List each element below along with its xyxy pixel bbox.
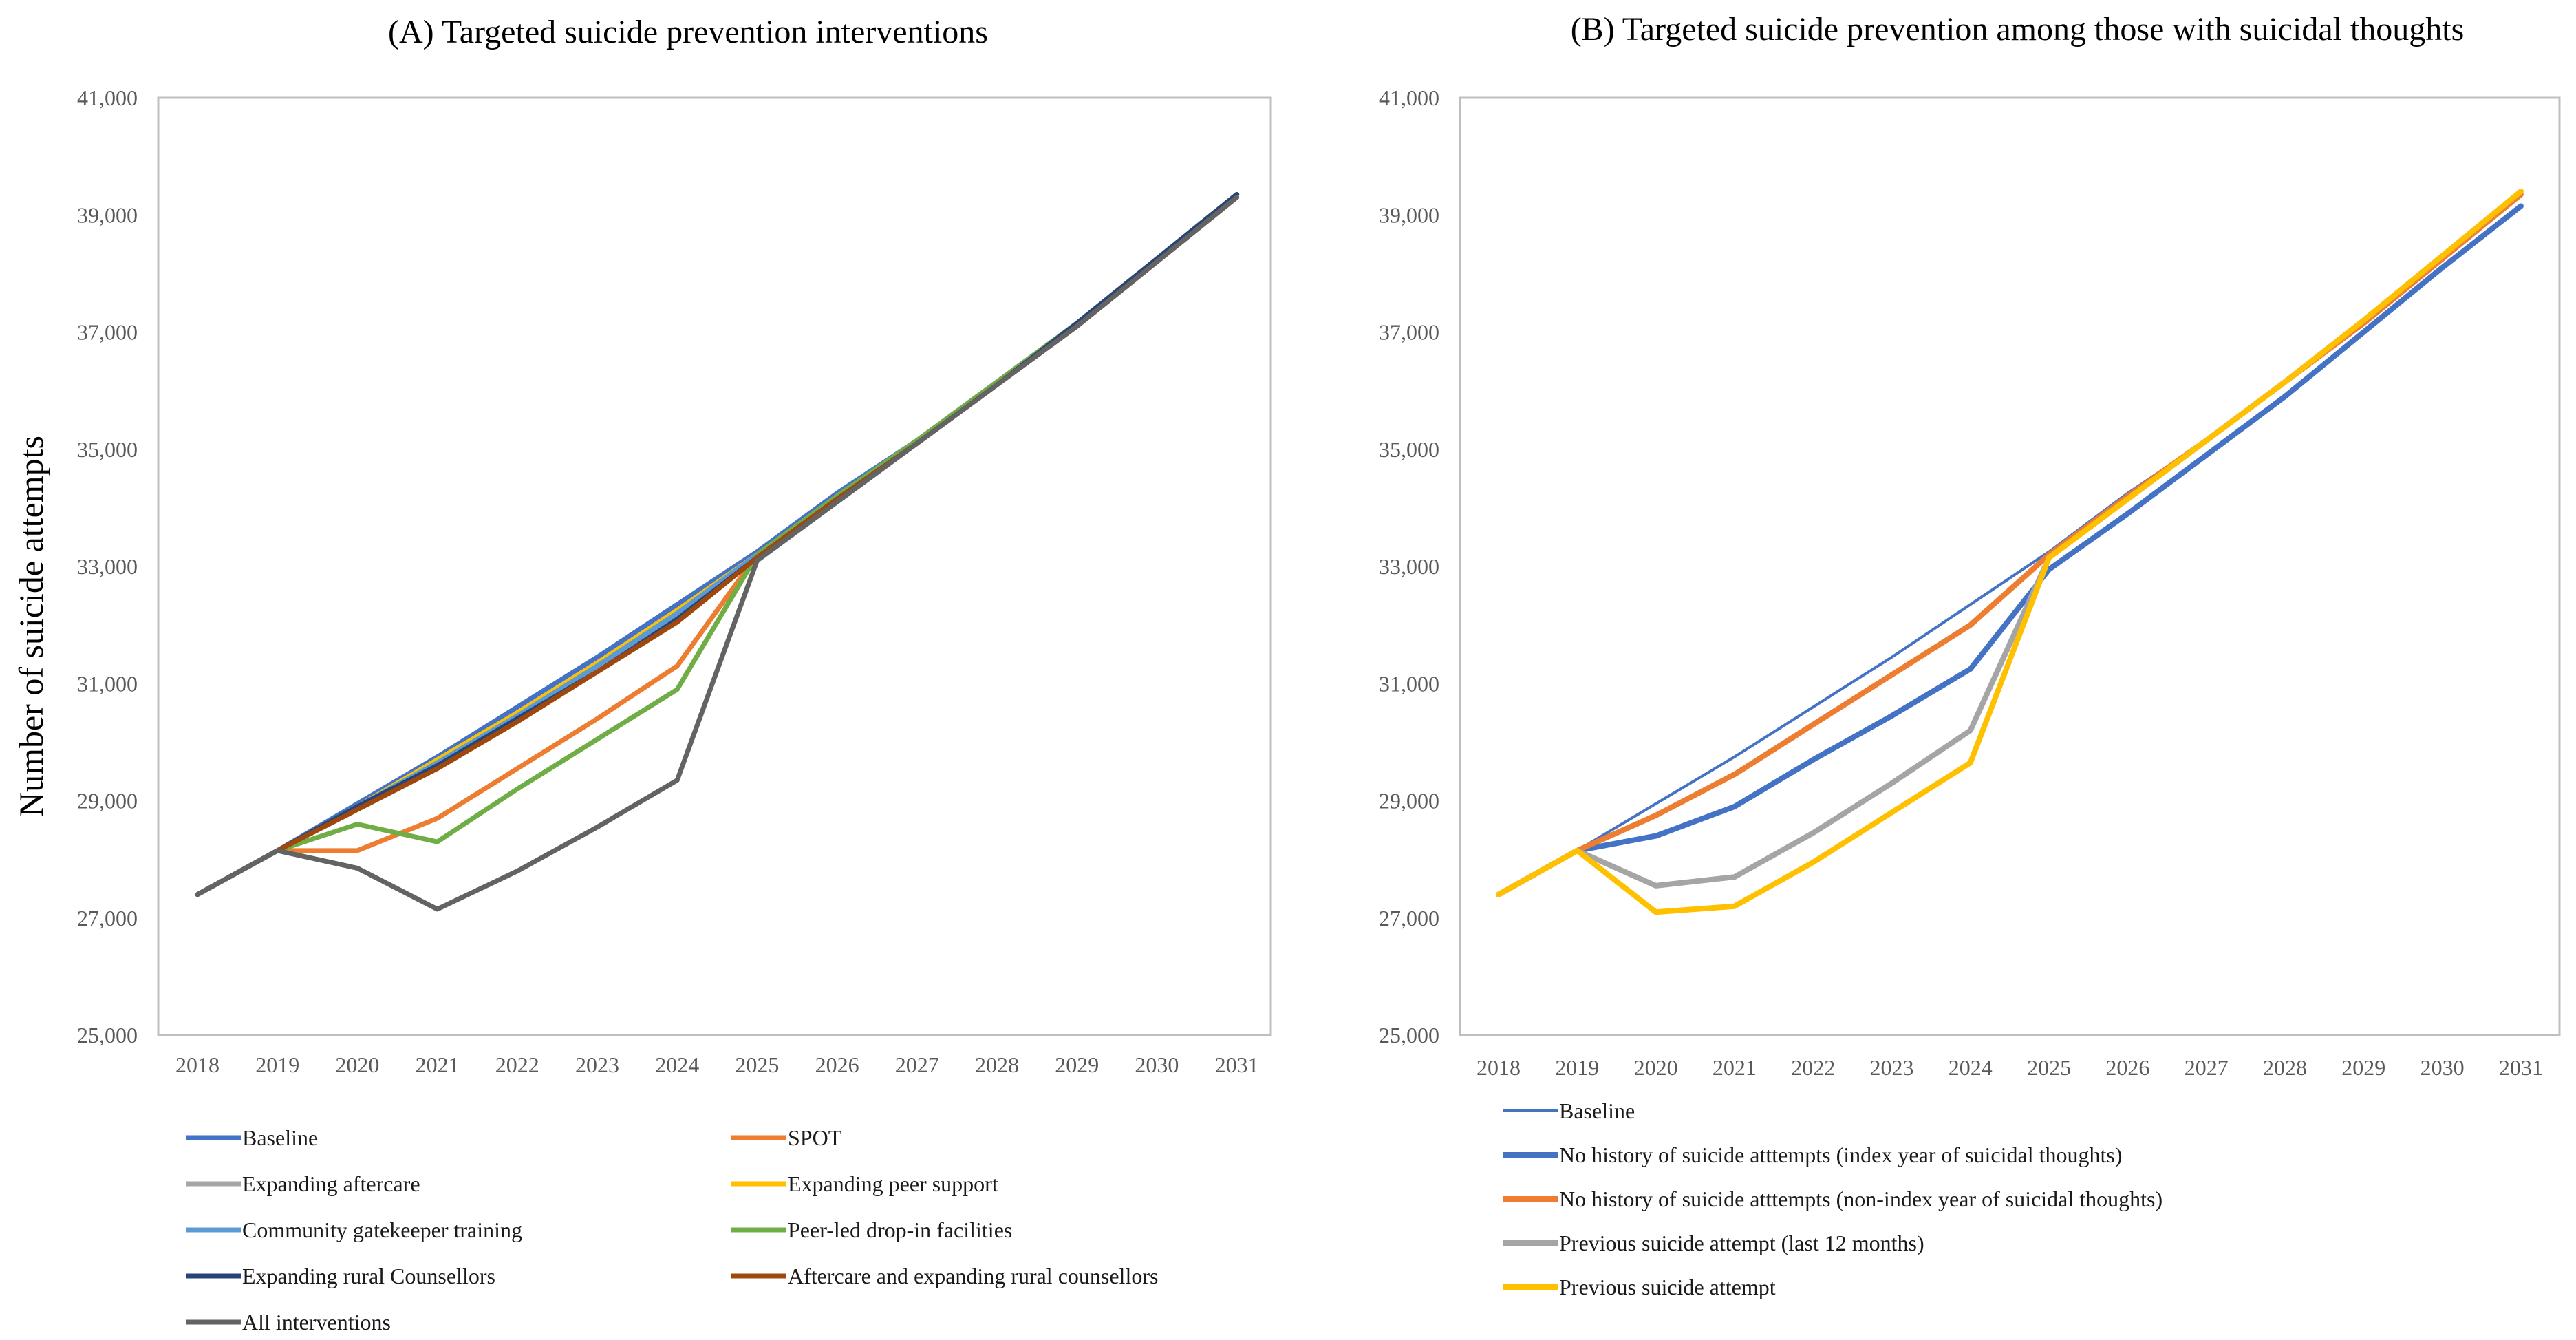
y-tick-label: 31,000	[77, 671, 138, 696]
chart-a-y-axis: 25,000 27,000 29,000 31,000 33,000 35,000 37,0…	[77, 85, 138, 1047]
chart-b-plot-frame	[1459, 96, 2561, 1036]
x-tick-label: 2029	[2341, 1055, 2385, 1080]
y-tick-label: 33,000	[1379, 554, 1439, 579]
legend-label: Community gatekeeper training	[242, 1217, 522, 1242]
y-tick-label: 35,000	[1379, 437, 1439, 462]
chart-a-plot-frame	[157, 96, 1272, 1036]
y-tick-label: 39,000	[77, 202, 138, 227]
x-tick-label: 2021	[1713, 1055, 1757, 1080]
x-tick-label: 2026	[2105, 1055, 2149, 1080]
chart-b-title: (B) Targeted suicide prevention among th…	[1571, 11, 2465, 47]
x-tick-label: 2028	[975, 1052, 1019, 1077]
x-tick-label: 2024	[655, 1052, 699, 1077]
x-tick-label: 2019	[255, 1052, 299, 1077]
x-tick-label: 2025	[735, 1052, 779, 1077]
y-tick-label: 29,000	[1379, 789, 1439, 813]
y-tick-label: 37,000	[1379, 320, 1439, 345]
chart-b-y-axis: 25,000 27,000 29,000 31,000 33,000 35,000 37,0…	[1379, 85, 1439, 1047]
x-tick-label: 2030	[2421, 1055, 2465, 1080]
chart-a-x-axis: 2018 2019 2020 2021 2022 2023 2024 2025 2026 2027…	[175, 1052, 1259, 1077]
y-tick-label: 41,000	[1379, 85, 1439, 110]
x-tick-label: 2027	[2185, 1055, 2229, 1080]
x-tick-label: 2024	[1949, 1055, 1993, 1080]
y-tick-label: 29,000	[77, 789, 138, 813]
x-tick-label: 2030	[1135, 1052, 1179, 1077]
x-tick-label: 2023	[1870, 1055, 1914, 1080]
x-tick-label: 2023	[575, 1052, 619, 1077]
chart-b-series	[1496, 189, 2524, 915]
series-line	[1496, 203, 2524, 897]
legend-label: Expanding peer support	[788, 1171, 998, 1196]
y-tick-label: 33,000	[77, 554, 138, 579]
legend-label: All interventions	[242, 1310, 391, 1334]
y-tick-label: 37,000	[77, 320, 138, 345]
legend-label: SPOT	[788, 1125, 842, 1150]
x-tick-label: 2027	[895, 1052, 939, 1077]
legend-label: No history of suicide atttempts (index y…	[1559, 1142, 2123, 1167]
legend-label: Baseline	[242, 1125, 318, 1150]
y-tick-label: 25,000	[77, 1023, 138, 1047]
y-tick-label: 41,000	[77, 85, 138, 110]
legend-label: Baseline	[1559, 1098, 1635, 1123]
y-tick-label: 39,000	[1379, 202, 1439, 227]
chart-b-legend: Baseline No history of suicide atttempts …	[1503, 1098, 2162, 1299]
x-tick-label: 2020	[335, 1052, 379, 1077]
x-tick-label: 2018	[1477, 1055, 1521, 1080]
x-tick-label: 2019	[1555, 1055, 1599, 1080]
legend-label: Aftercare and expanding rural counsellor…	[788, 1264, 1158, 1288]
x-tick-label: 2028	[2263, 1055, 2307, 1080]
x-tick-label: 2020	[1634, 1055, 1678, 1080]
y-tick-label: 35,000	[77, 437, 138, 462]
y-tick-label: 31,000	[1379, 671, 1439, 696]
x-tick-label: 2022	[1791, 1055, 1835, 1080]
x-tick-label: 2026	[815, 1052, 859, 1077]
legend-label: Previous suicide attempt (last 12 months…	[1559, 1231, 1924, 1255]
chart-a-series	[195, 192, 1240, 912]
chart-b: (B) Targeted suicide prevention among th…	[1379, 11, 2561, 1299]
legend-label: Previous suicide attempt	[1559, 1275, 1776, 1299]
series-line	[1496, 189, 2524, 915]
legend-label: Expanding aftercare	[242, 1171, 420, 1196]
chart-b-x-axis: 2018 2019 2020 2021 2022 2023 2024 2025 2026 2027…	[1477, 1055, 2543, 1080]
x-tick-label: 2031	[1215, 1052, 1259, 1077]
legend-label: No history of suicide atttempts (non-ind…	[1559, 1187, 2162, 1211]
x-tick-label: 2025	[2027, 1055, 2071, 1080]
y-tick-label: 25,000	[1379, 1023, 1439, 1047]
x-tick-label: 2021	[416, 1052, 460, 1077]
chart-a-legend: Baseline SPOT Expanding aftercare Expanding…	[186, 1125, 1158, 1334]
x-tick-label: 2029	[1055, 1052, 1099, 1077]
series-line	[195, 195, 1240, 912]
chart-a-ylabel: Number of suicide attempts	[12, 436, 50, 817]
x-tick-label: 2018	[175, 1052, 219, 1077]
y-tick-label: 27,000	[77, 906, 138, 930]
y-tick-label: 27,000	[1379, 906, 1439, 930]
chart-a: (A) Targeted suicide prevention interven…	[12, 14, 1272, 1334]
legend-label: Peer-led drop-in facilities	[788, 1217, 1012, 1242]
chart-a-title: (A) Targeted suicide prevention interven…	[388, 14, 988, 50]
x-tick-label: 2031	[2499, 1055, 2543, 1080]
x-tick-label: 2022	[495, 1052, 539, 1077]
legend-label: Expanding rural Counsellors	[242, 1264, 495, 1288]
